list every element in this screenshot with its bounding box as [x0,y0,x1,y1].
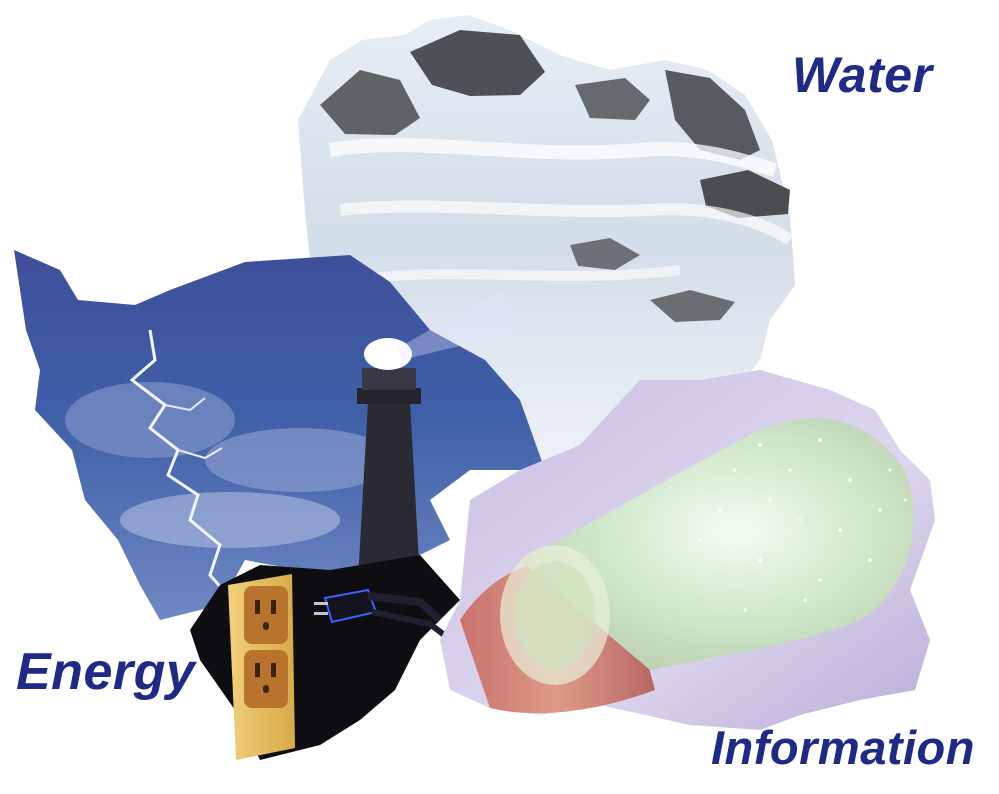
water-label: Water [792,47,933,103]
storm-sky-photo [14,250,545,620]
fiber-optic-photo [440,370,935,730]
information-label: Information [711,721,975,774]
energy-label: Energy [16,643,196,701]
outlet-photo [190,555,472,760]
